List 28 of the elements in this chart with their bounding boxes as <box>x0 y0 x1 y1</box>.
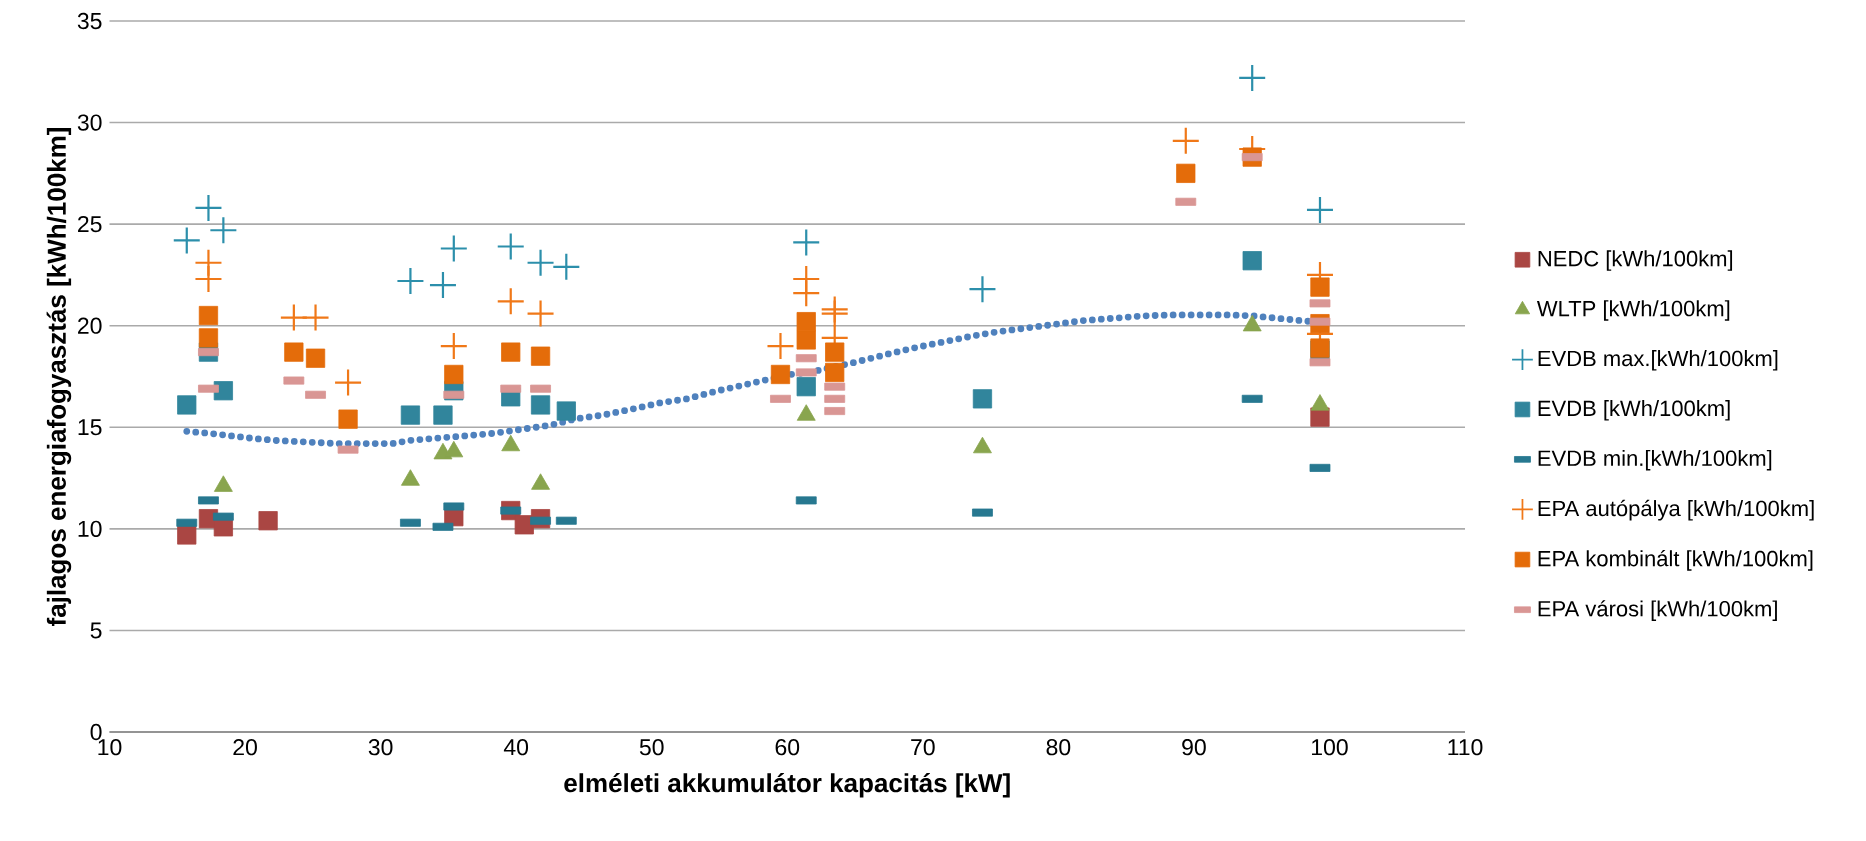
y-tick-label: 35 <box>77 12 102 30</box>
x-tick-label: 100 <box>1312 739 1348 756</box>
x-tick-label: 70 <box>911 739 935 756</box>
y-tick-label: 25 <box>78 215 102 233</box>
x-tick-label: 60 <box>775 739 800 756</box>
y-axis-title: fajlagos energiafogyasztás [kWh/100km] <box>46 128 72 627</box>
legend-label: EVDB max.[kWh/100km] <box>1538 350 1778 371</box>
y-tick-label: 30 <box>77 114 102 131</box>
x-tick-label: 110 <box>1448 739 1483 756</box>
legend-label: WLTP [kWh/100km] <box>1536 300 1730 321</box>
y-tick-label: 10 <box>78 520 102 537</box>
legend-label: EPA városi [kWh/100km] <box>1538 600 1777 621</box>
legend-label: EPA kombinált [kWh/100km] <box>1538 549 1813 571</box>
y-tick-label: 5 <box>90 622 102 639</box>
x-tick-label: 20 <box>233 739 257 756</box>
y-tick-label: 15 <box>78 419 102 436</box>
legend-label: NEDC [kWh/100km] <box>1538 250 1733 271</box>
legend-label: EPA autópálya [kWh/100km] <box>1538 499 1814 521</box>
x-tick-label: 80 <box>1046 739 1071 756</box>
x-axis-title: elméleti akkumulátor kapacitás [kW] <box>564 773 1010 798</box>
x-tick-label: 90 <box>1182 739 1206 756</box>
x-tick-label: 30 <box>368 739 393 756</box>
x-tick-label: 40 <box>503 739 529 756</box>
y-tick-label: 0 <box>90 723 102 741</box>
y-tick-label: 20 <box>78 317 102 334</box>
legend-label: EVDB min.[kWh/100km] <box>1538 449 1772 471</box>
legend-label: EVDB [kWh/100km] <box>1538 400 1730 421</box>
x-tick-label: 50 <box>639 739 664 756</box>
